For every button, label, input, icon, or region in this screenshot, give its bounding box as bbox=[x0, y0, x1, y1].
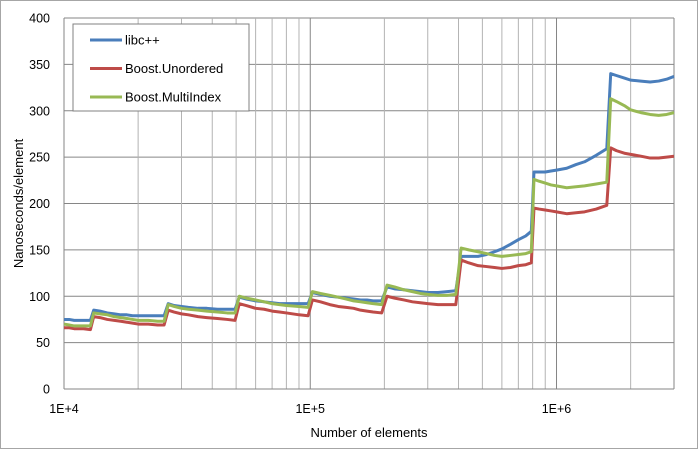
y-tick-label: 50 bbox=[36, 336, 50, 350]
series-line-3 bbox=[63, 97, 675, 328]
y-axis-title: Nanoseconds/element bbox=[11, 138, 26, 268]
legend-label: Boost.MultiIndex bbox=[125, 90, 222, 105]
data-series bbox=[63, 72, 675, 332]
x-axis-title: Number of elements bbox=[310, 425, 428, 440]
legend-label: Boost.Unordered bbox=[125, 61, 223, 76]
series-line-2 bbox=[64, 146, 675, 332]
x-tick-label: 1E+6 bbox=[542, 402, 572, 416]
y-tick-label: 100 bbox=[29, 290, 50, 304]
y-tick-label: 150 bbox=[29, 243, 50, 257]
x-tick-label: 1E+4 bbox=[49, 402, 79, 416]
y-tick-label: 200 bbox=[29, 197, 50, 211]
y-tick-label: 250 bbox=[29, 151, 50, 165]
series-line-1 bbox=[64, 72, 675, 322]
y-tick-label: 400 bbox=[29, 12, 50, 26]
y-tick-label: 350 bbox=[29, 58, 50, 72]
legend: libc++ Boost.Unordered Boost.MultiIndex bbox=[72, 23, 250, 112]
y-tick-label: 300 bbox=[29, 104, 50, 118]
axes: 0 50 100 150 200 250 300 350 400 1E+4 1E+5 1E+6 bbox=[29, 12, 675, 416]
y-tick-label: 0 bbox=[43, 383, 50, 397]
x-tick-label: 1E+5 bbox=[295, 402, 325, 416]
legend-label: libc++ bbox=[125, 33, 160, 48]
